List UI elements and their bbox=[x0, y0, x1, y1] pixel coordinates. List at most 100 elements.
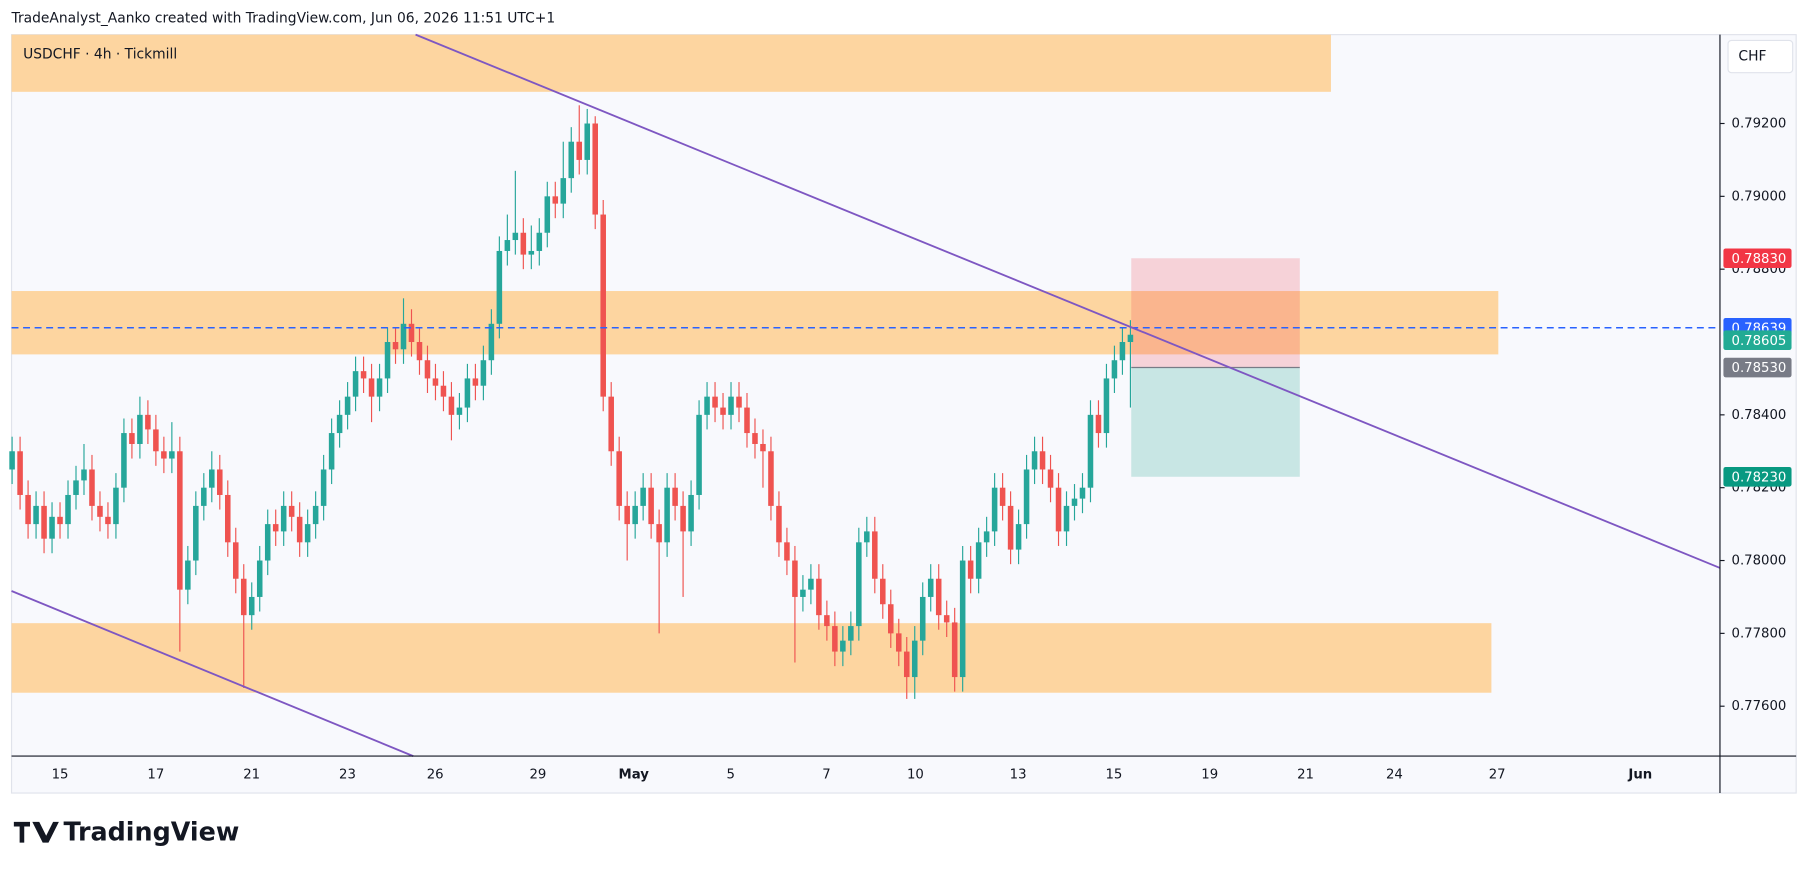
candle-body bbox=[1015, 524, 1022, 550]
candle-body bbox=[720, 407, 726, 415]
candle-body bbox=[983, 531, 990, 543]
candle-body bbox=[161, 451, 167, 459]
candle-body bbox=[9, 451, 15, 470]
candle-body bbox=[568, 141, 575, 179]
candle-body bbox=[616, 451, 622, 506]
candle-body bbox=[608, 396, 614, 452]
candle-body bbox=[368, 378, 375, 397]
x-tick-label: 23 bbox=[339, 768, 356, 783]
candle-body bbox=[792, 560, 798, 597]
candle-body bbox=[480, 360, 487, 386]
price-badge-label: 0.78605 bbox=[1732, 334, 1787, 349]
candle-body bbox=[496, 250, 503, 324]
candle-body bbox=[320, 469, 327, 506]
candle-body bbox=[632, 505, 638, 525]
candle-body bbox=[81, 469, 87, 481]
candle-body bbox=[752, 433, 758, 444]
candle-body bbox=[1031, 451, 1038, 470]
candle-body bbox=[1079, 487, 1086, 499]
candle-body bbox=[17, 451, 23, 495]
candle-body bbox=[664, 487, 670, 543]
currency[interactable]: CHF bbox=[1738, 49, 1766, 65]
candle-body bbox=[296, 516, 303, 543]
candle-body bbox=[544, 196, 551, 233]
price-badge-label: 0.78530 bbox=[1732, 361, 1787, 376]
trend-line bbox=[415, 33, 1721, 569]
candle-body bbox=[1119, 342, 1126, 361]
candle-body bbox=[416, 342, 423, 361]
attribution: TradeAnalyst_Aanko created with TradingV… bbox=[11, 10, 556, 26]
candle-body bbox=[304, 524, 311, 543]
position-tool bbox=[1131, 258, 1300, 477]
candle-body bbox=[1055, 487, 1062, 532]
candle-body bbox=[856, 542, 862, 627]
candle-body bbox=[536, 232, 543, 251]
price-badge bbox=[1723, 466, 1792, 487]
candle-body bbox=[736, 396, 742, 408]
candle-body bbox=[911, 640, 918, 678]
candle-body bbox=[967, 560, 974, 579]
candle-body bbox=[1007, 505, 1014, 550]
y-tick-label: 0.77800 bbox=[1732, 626, 1787, 641]
trend-line bbox=[11, 590, 414, 757]
zone bbox=[11, 34, 1331, 92]
x-tick-label: 26 bbox=[427, 768, 444, 783]
candle-body bbox=[1071, 498, 1078, 506]
candle-body bbox=[432, 378, 439, 386]
candle-body bbox=[768, 451, 774, 506]
price-badge bbox=[1723, 357, 1792, 378]
candle-body bbox=[464, 378, 471, 408]
candle-body bbox=[352, 371, 359, 397]
y-tick-label: 0.79200 bbox=[1732, 116, 1787, 131]
candle-body bbox=[232, 542, 239, 579]
candle-body bbox=[888, 604, 894, 634]
candle-body bbox=[975, 542, 982, 579]
candle-body bbox=[217, 469, 223, 495]
candle-body bbox=[1111, 360, 1118, 379]
candle-body bbox=[951, 622, 958, 678]
candle-body bbox=[776, 505, 782, 543]
candle-body bbox=[999, 487, 1006, 506]
candle-body bbox=[209, 469, 215, 488]
x-tick-label: May bbox=[619, 768, 650, 783]
candle-body bbox=[656, 524, 662, 543]
candle-body bbox=[193, 505, 199, 561]
candle-body bbox=[504, 240, 511, 251]
candle-body bbox=[552, 196, 559, 204]
candle-body bbox=[248, 596, 255, 616]
candle-body bbox=[560, 178, 567, 204]
candle-body bbox=[280, 505, 287, 532]
candle-body bbox=[744, 407, 750, 434]
candle-body bbox=[41, 505, 47, 539]
candle-body bbox=[672, 487, 678, 506]
candle-body bbox=[959, 560, 966, 678]
candle-body bbox=[400, 323, 407, 350]
candle-body bbox=[256, 560, 263, 597]
candle-body bbox=[336, 414, 343, 434]
candle-body bbox=[97, 505, 103, 517]
y-tick-label: 0.78400 bbox=[1732, 408, 1787, 423]
candle-body bbox=[848, 626, 854, 641]
x-tick-label: 10 bbox=[907, 768, 924, 783]
candle-body bbox=[680, 505, 686, 532]
x-tick-label: Jun bbox=[1627, 768, 1652, 783]
currency-button[interactable] bbox=[1727, 39, 1794, 74]
candle-body bbox=[57, 516, 63, 525]
price-badge-label: 0.78830 bbox=[1732, 252, 1787, 267]
x-tick-label: 17 bbox=[147, 768, 164, 783]
candle-body bbox=[1087, 414, 1094, 488]
candle-body bbox=[408, 323, 415, 343]
candle-body bbox=[105, 516, 111, 525]
candle-body bbox=[800, 589, 806, 597]
x-tick-label: 29 bbox=[529, 768, 546, 783]
candle-body bbox=[201, 487, 207, 506]
candle-body bbox=[808, 578, 814, 590]
x-tick-label: 7 bbox=[822, 768, 830, 783]
candle-body bbox=[935, 578, 942, 616]
candle-body bbox=[895, 633, 902, 652]
candle-body bbox=[840, 640, 846, 652]
y-tick-label: 0.78000 bbox=[1732, 554, 1787, 569]
x-tick-label: 5 bbox=[726, 768, 734, 783]
candle-body bbox=[312, 505, 319, 525]
candle-body bbox=[728, 396, 734, 415]
